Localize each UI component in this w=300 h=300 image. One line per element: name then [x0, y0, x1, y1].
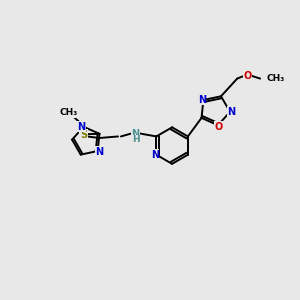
Text: S: S [80, 130, 87, 140]
Text: N: N [151, 150, 159, 160]
Text: CH₃: CH₃ [267, 74, 285, 83]
Text: N: N [95, 147, 103, 157]
Text: CH₃: CH₃ [60, 108, 78, 117]
Text: N: N [198, 95, 206, 105]
Text: N: N [132, 128, 140, 139]
Text: N: N [227, 107, 236, 117]
Text: O: O [214, 122, 223, 132]
Text: N: N [77, 122, 85, 132]
Text: O: O [243, 71, 252, 81]
Text: H: H [132, 136, 140, 145]
